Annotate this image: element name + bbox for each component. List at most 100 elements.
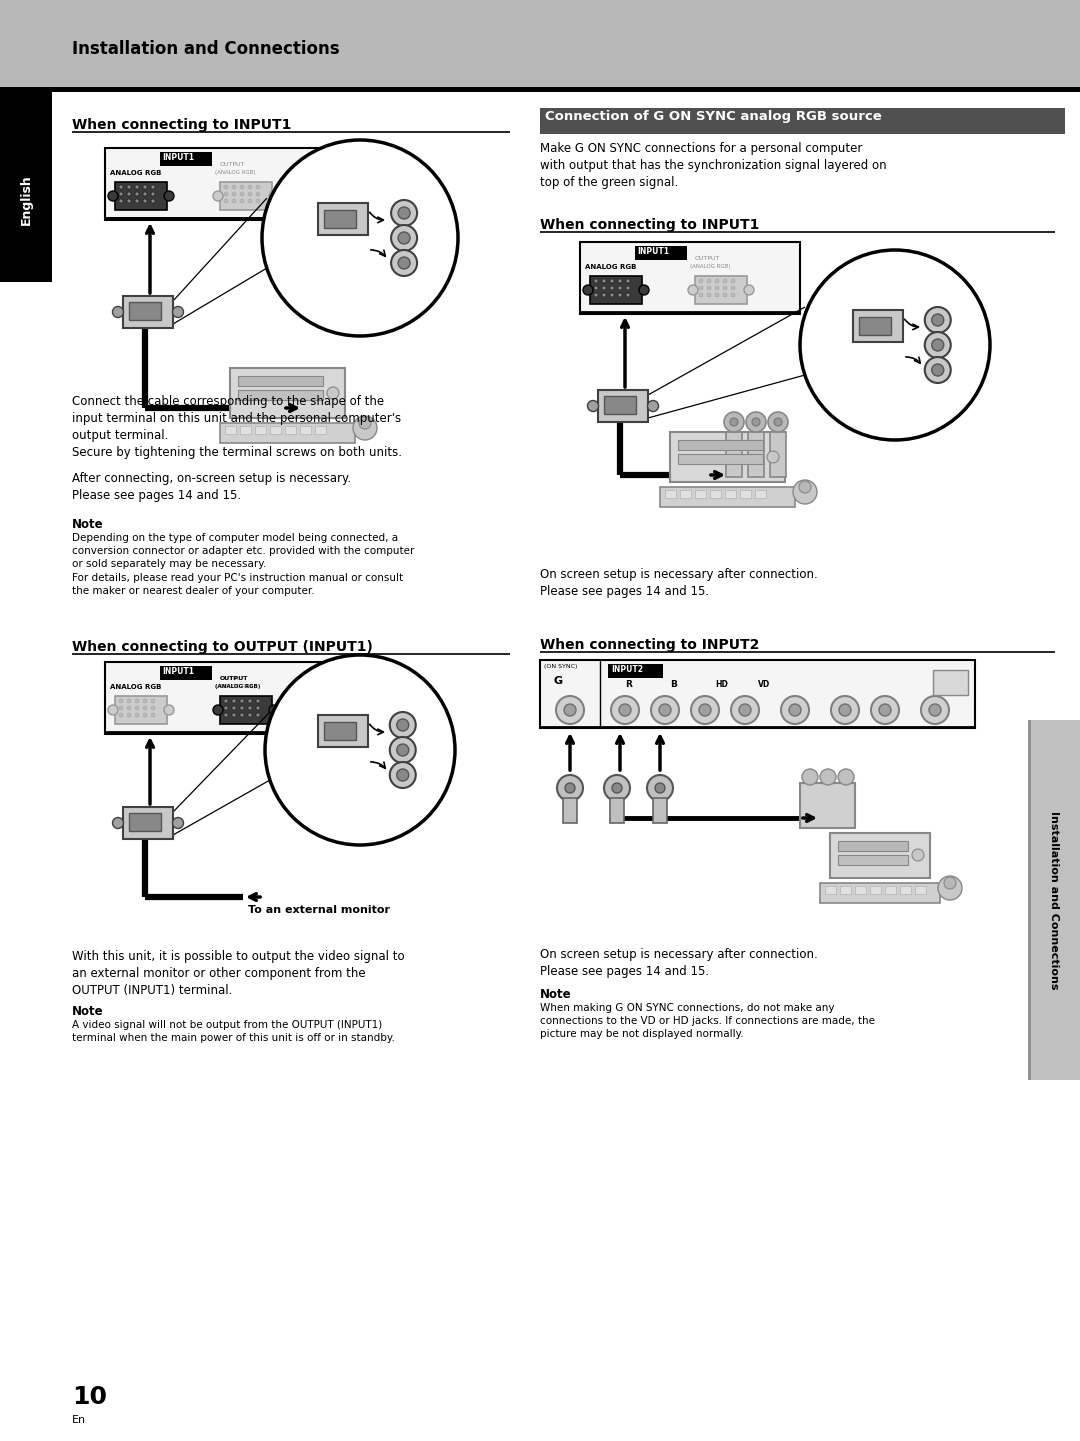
Circle shape xyxy=(127,199,131,203)
Circle shape xyxy=(248,706,252,710)
Bar xyxy=(820,883,940,904)
Circle shape xyxy=(359,416,372,429)
Bar xyxy=(220,424,355,442)
Circle shape xyxy=(691,696,719,723)
Bar xyxy=(1028,720,1031,1079)
Circle shape xyxy=(618,285,622,290)
Text: ANALOG RGB: ANALOG RGB xyxy=(110,684,161,690)
Circle shape xyxy=(143,699,147,703)
Text: Note: Note xyxy=(72,517,104,530)
Circle shape xyxy=(739,705,751,716)
Circle shape xyxy=(143,184,147,189)
Circle shape xyxy=(767,451,779,463)
Text: When connecting to INPUT1: When connecting to INPUT1 xyxy=(540,218,759,232)
Circle shape xyxy=(112,817,123,829)
Text: With this unit, it is possible to output the video signal to
an external monitor: With this unit, it is possible to output… xyxy=(72,950,405,997)
Circle shape xyxy=(557,775,583,801)
Circle shape xyxy=(839,705,851,716)
Text: To an external monitor: To an external monitor xyxy=(248,905,390,915)
Circle shape xyxy=(224,706,228,710)
Bar xyxy=(324,210,356,228)
Circle shape xyxy=(399,256,410,269)
Circle shape xyxy=(612,782,622,793)
Circle shape xyxy=(731,285,735,290)
Text: When connecting to INPUT1: When connecting to INPUT1 xyxy=(72,118,292,133)
Bar xyxy=(129,303,161,320)
Circle shape xyxy=(707,285,711,290)
Circle shape xyxy=(127,706,131,710)
Bar xyxy=(300,427,311,434)
Circle shape xyxy=(921,696,949,723)
Bar xyxy=(123,807,173,839)
Bar xyxy=(255,427,266,434)
Circle shape xyxy=(396,719,408,731)
Bar xyxy=(838,855,908,865)
Circle shape xyxy=(610,280,615,282)
Circle shape xyxy=(119,199,123,203)
Bar xyxy=(220,182,272,210)
Bar xyxy=(665,490,676,499)
Text: Connection of G ON SYNC analog RGB source: Connection of G ON SYNC analog RGB sourc… xyxy=(545,110,881,122)
Circle shape xyxy=(224,192,228,196)
Circle shape xyxy=(781,696,809,723)
Text: ANALOG RGB: ANALOG RGB xyxy=(585,264,636,269)
Circle shape xyxy=(391,225,417,251)
Circle shape xyxy=(224,713,228,718)
Bar xyxy=(825,886,836,893)
Bar xyxy=(563,798,577,823)
Circle shape xyxy=(565,782,575,793)
Text: En: En xyxy=(72,1415,86,1425)
Text: Installation and Connections: Installation and Connections xyxy=(1049,811,1059,990)
Circle shape xyxy=(604,775,630,801)
Circle shape xyxy=(151,192,156,196)
Circle shape xyxy=(929,705,941,716)
Circle shape xyxy=(256,184,260,189)
Circle shape xyxy=(744,285,754,295)
Circle shape xyxy=(723,280,727,282)
Circle shape xyxy=(648,401,659,412)
Circle shape xyxy=(135,699,139,703)
Circle shape xyxy=(699,293,703,297)
Bar xyxy=(831,833,930,878)
Bar xyxy=(238,391,323,401)
Text: OUTPUT: OUTPUT xyxy=(220,161,245,167)
Circle shape xyxy=(108,705,118,715)
Bar xyxy=(748,432,764,477)
Circle shape xyxy=(602,285,606,290)
Bar xyxy=(610,798,624,823)
Circle shape xyxy=(699,280,703,282)
Bar xyxy=(680,490,691,499)
Circle shape xyxy=(248,699,252,703)
Circle shape xyxy=(707,293,711,297)
Circle shape xyxy=(391,249,417,277)
Bar xyxy=(604,396,636,414)
Bar xyxy=(0,0,1080,88)
Bar xyxy=(598,391,648,422)
Circle shape xyxy=(151,713,156,718)
Circle shape xyxy=(390,712,416,738)
Bar xyxy=(755,490,766,499)
Circle shape xyxy=(399,208,410,219)
Text: R: R xyxy=(625,680,632,689)
Text: OUTPUT: OUTPUT xyxy=(220,676,248,682)
Bar xyxy=(270,427,281,434)
Circle shape xyxy=(119,706,123,710)
Circle shape xyxy=(944,878,956,889)
Circle shape xyxy=(265,656,455,844)
Circle shape xyxy=(248,199,252,203)
Bar xyxy=(129,813,161,831)
Circle shape xyxy=(224,199,228,203)
Circle shape xyxy=(213,192,222,200)
Circle shape xyxy=(173,307,184,317)
Bar xyxy=(160,151,212,166)
Text: INPUT1: INPUT1 xyxy=(162,153,194,161)
Circle shape xyxy=(143,706,147,710)
Bar xyxy=(678,440,762,450)
Bar xyxy=(220,696,272,723)
Circle shape xyxy=(232,184,237,189)
Circle shape xyxy=(800,249,990,440)
Circle shape xyxy=(647,775,673,801)
Circle shape xyxy=(224,184,228,189)
Text: On screen setup is necessary after connection.
Please see pages 14 and 15.: On screen setup is necessary after conne… xyxy=(540,948,818,978)
Circle shape xyxy=(248,184,252,189)
